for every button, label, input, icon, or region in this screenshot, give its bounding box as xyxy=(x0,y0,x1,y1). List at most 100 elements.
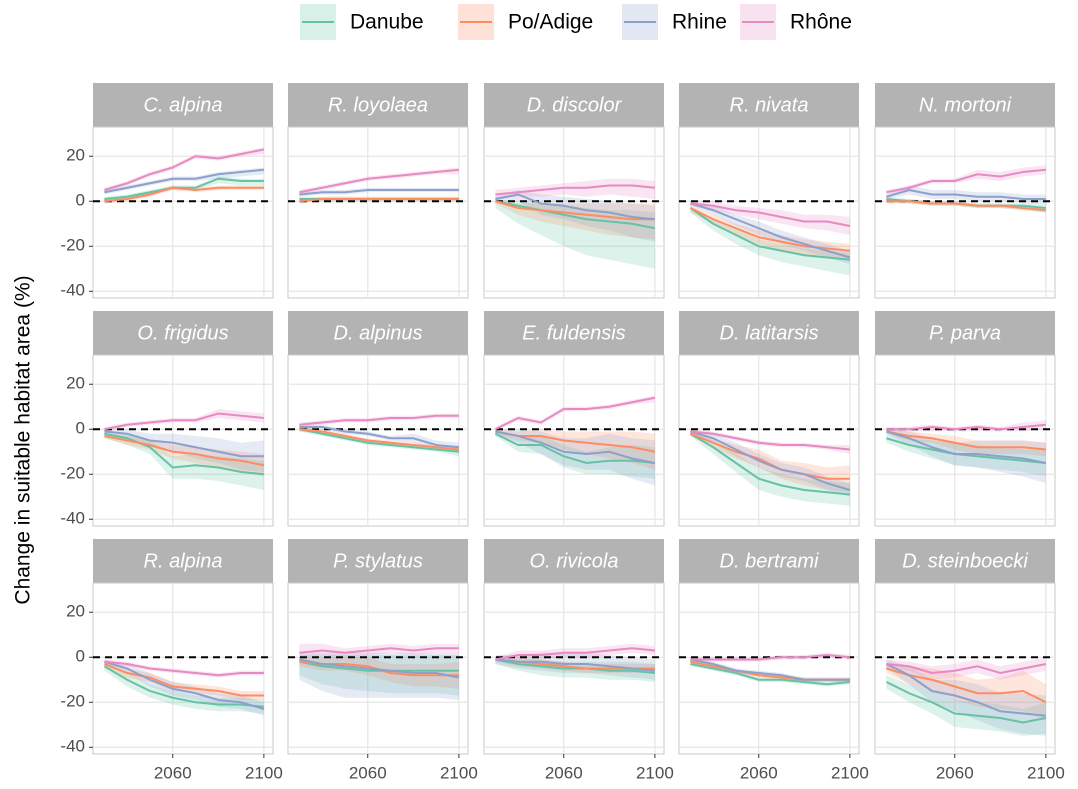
ribbon xyxy=(299,424,459,452)
y-tick-label: 20 xyxy=(66,146,85,165)
line xyxy=(886,168,1046,194)
panel-title: C. alpina xyxy=(144,94,223,116)
strip xyxy=(288,83,468,127)
y-tick-label: -40 xyxy=(60,509,85,528)
y-tick-label: 0 xyxy=(76,419,85,438)
line xyxy=(886,663,1047,675)
y-axis-label: Change in suitable habitat area (%) xyxy=(12,275,35,604)
strip xyxy=(875,83,1055,127)
ribbon xyxy=(299,643,459,658)
strip xyxy=(484,539,664,583)
line xyxy=(690,202,851,259)
strip xyxy=(679,311,859,355)
line xyxy=(495,200,656,230)
line xyxy=(885,681,1047,724)
ribbon xyxy=(886,429,1046,457)
ribbon xyxy=(104,429,264,472)
line xyxy=(690,663,850,686)
panel-title: R. loyolaea xyxy=(328,94,428,116)
strip xyxy=(288,311,468,355)
panel-title: O. frigidus xyxy=(137,322,228,344)
panel-background xyxy=(678,354,860,527)
ribbon xyxy=(886,185,1046,204)
panel-background xyxy=(287,126,469,299)
ribbon xyxy=(690,205,850,276)
line xyxy=(494,432,655,465)
line xyxy=(495,200,655,221)
panel-title: O. rivicola xyxy=(530,550,619,572)
line xyxy=(299,168,459,194)
ribbon xyxy=(886,429,1046,484)
ribbon xyxy=(104,147,264,193)
line xyxy=(495,184,655,196)
ribbon xyxy=(104,659,264,678)
line xyxy=(495,658,655,672)
ribbon xyxy=(886,165,1046,195)
line xyxy=(886,423,1046,431)
panel-title: D. steinboecki xyxy=(902,550,1028,572)
ribbon xyxy=(495,190,655,242)
panel-background xyxy=(92,582,274,755)
ribbon xyxy=(886,675,1046,736)
line xyxy=(104,168,264,194)
y-tick-label: 20 xyxy=(66,374,85,393)
panel-title: P. stylatus xyxy=(333,550,423,572)
line xyxy=(104,432,264,476)
line xyxy=(299,428,459,451)
panel-title: N. mortoni xyxy=(919,94,1012,116)
line xyxy=(104,660,264,677)
line xyxy=(103,665,264,708)
ribbon xyxy=(495,429,655,486)
line xyxy=(690,432,850,480)
x-tick-label: 2100 xyxy=(1027,763,1065,782)
ribbon xyxy=(495,395,655,432)
y-tick-label: -20 xyxy=(60,236,85,255)
line xyxy=(299,428,459,453)
ribbon xyxy=(690,429,850,454)
line xyxy=(299,658,460,679)
y-tick-label: -20 xyxy=(60,692,85,711)
x-tick-label: 2100 xyxy=(831,763,869,782)
line xyxy=(299,414,459,426)
ribbon xyxy=(495,652,655,680)
strip xyxy=(93,83,273,127)
panel-title: P. parva xyxy=(929,322,1001,344)
line xyxy=(886,200,1046,212)
line xyxy=(299,660,459,672)
strip xyxy=(679,539,859,583)
strip xyxy=(484,311,664,355)
line xyxy=(104,435,265,467)
panel-title: D. alpinus xyxy=(334,322,423,344)
ribbon xyxy=(104,661,264,700)
panel-title: D. bertrami xyxy=(720,550,819,572)
panel-title: R. nivata xyxy=(730,94,809,116)
line xyxy=(690,202,851,227)
panel-background xyxy=(678,126,860,299)
line xyxy=(886,437,1046,464)
line xyxy=(104,430,264,458)
line xyxy=(886,430,1047,464)
line xyxy=(104,177,264,200)
ribbon xyxy=(690,431,850,506)
panel-title: D. latitarsis xyxy=(720,322,819,344)
line xyxy=(689,207,850,261)
y-tick-label: -40 xyxy=(60,737,85,756)
y-tick-label: -20 xyxy=(60,464,85,483)
line xyxy=(690,430,851,491)
panel-background xyxy=(483,126,665,299)
strip xyxy=(93,311,273,355)
x-tick-label: 2060 xyxy=(936,763,974,782)
x-tick-label: 2100 xyxy=(245,763,283,782)
panel-background xyxy=(92,126,274,299)
line xyxy=(299,426,459,449)
line xyxy=(104,148,265,191)
legend-label: Rhône xyxy=(790,11,852,34)
strip xyxy=(875,311,1055,355)
strip xyxy=(288,539,468,583)
ribbon xyxy=(495,199,655,269)
line xyxy=(886,667,1047,704)
line xyxy=(690,658,850,681)
panel-title: D. discolor xyxy=(527,94,623,116)
line xyxy=(689,432,850,496)
